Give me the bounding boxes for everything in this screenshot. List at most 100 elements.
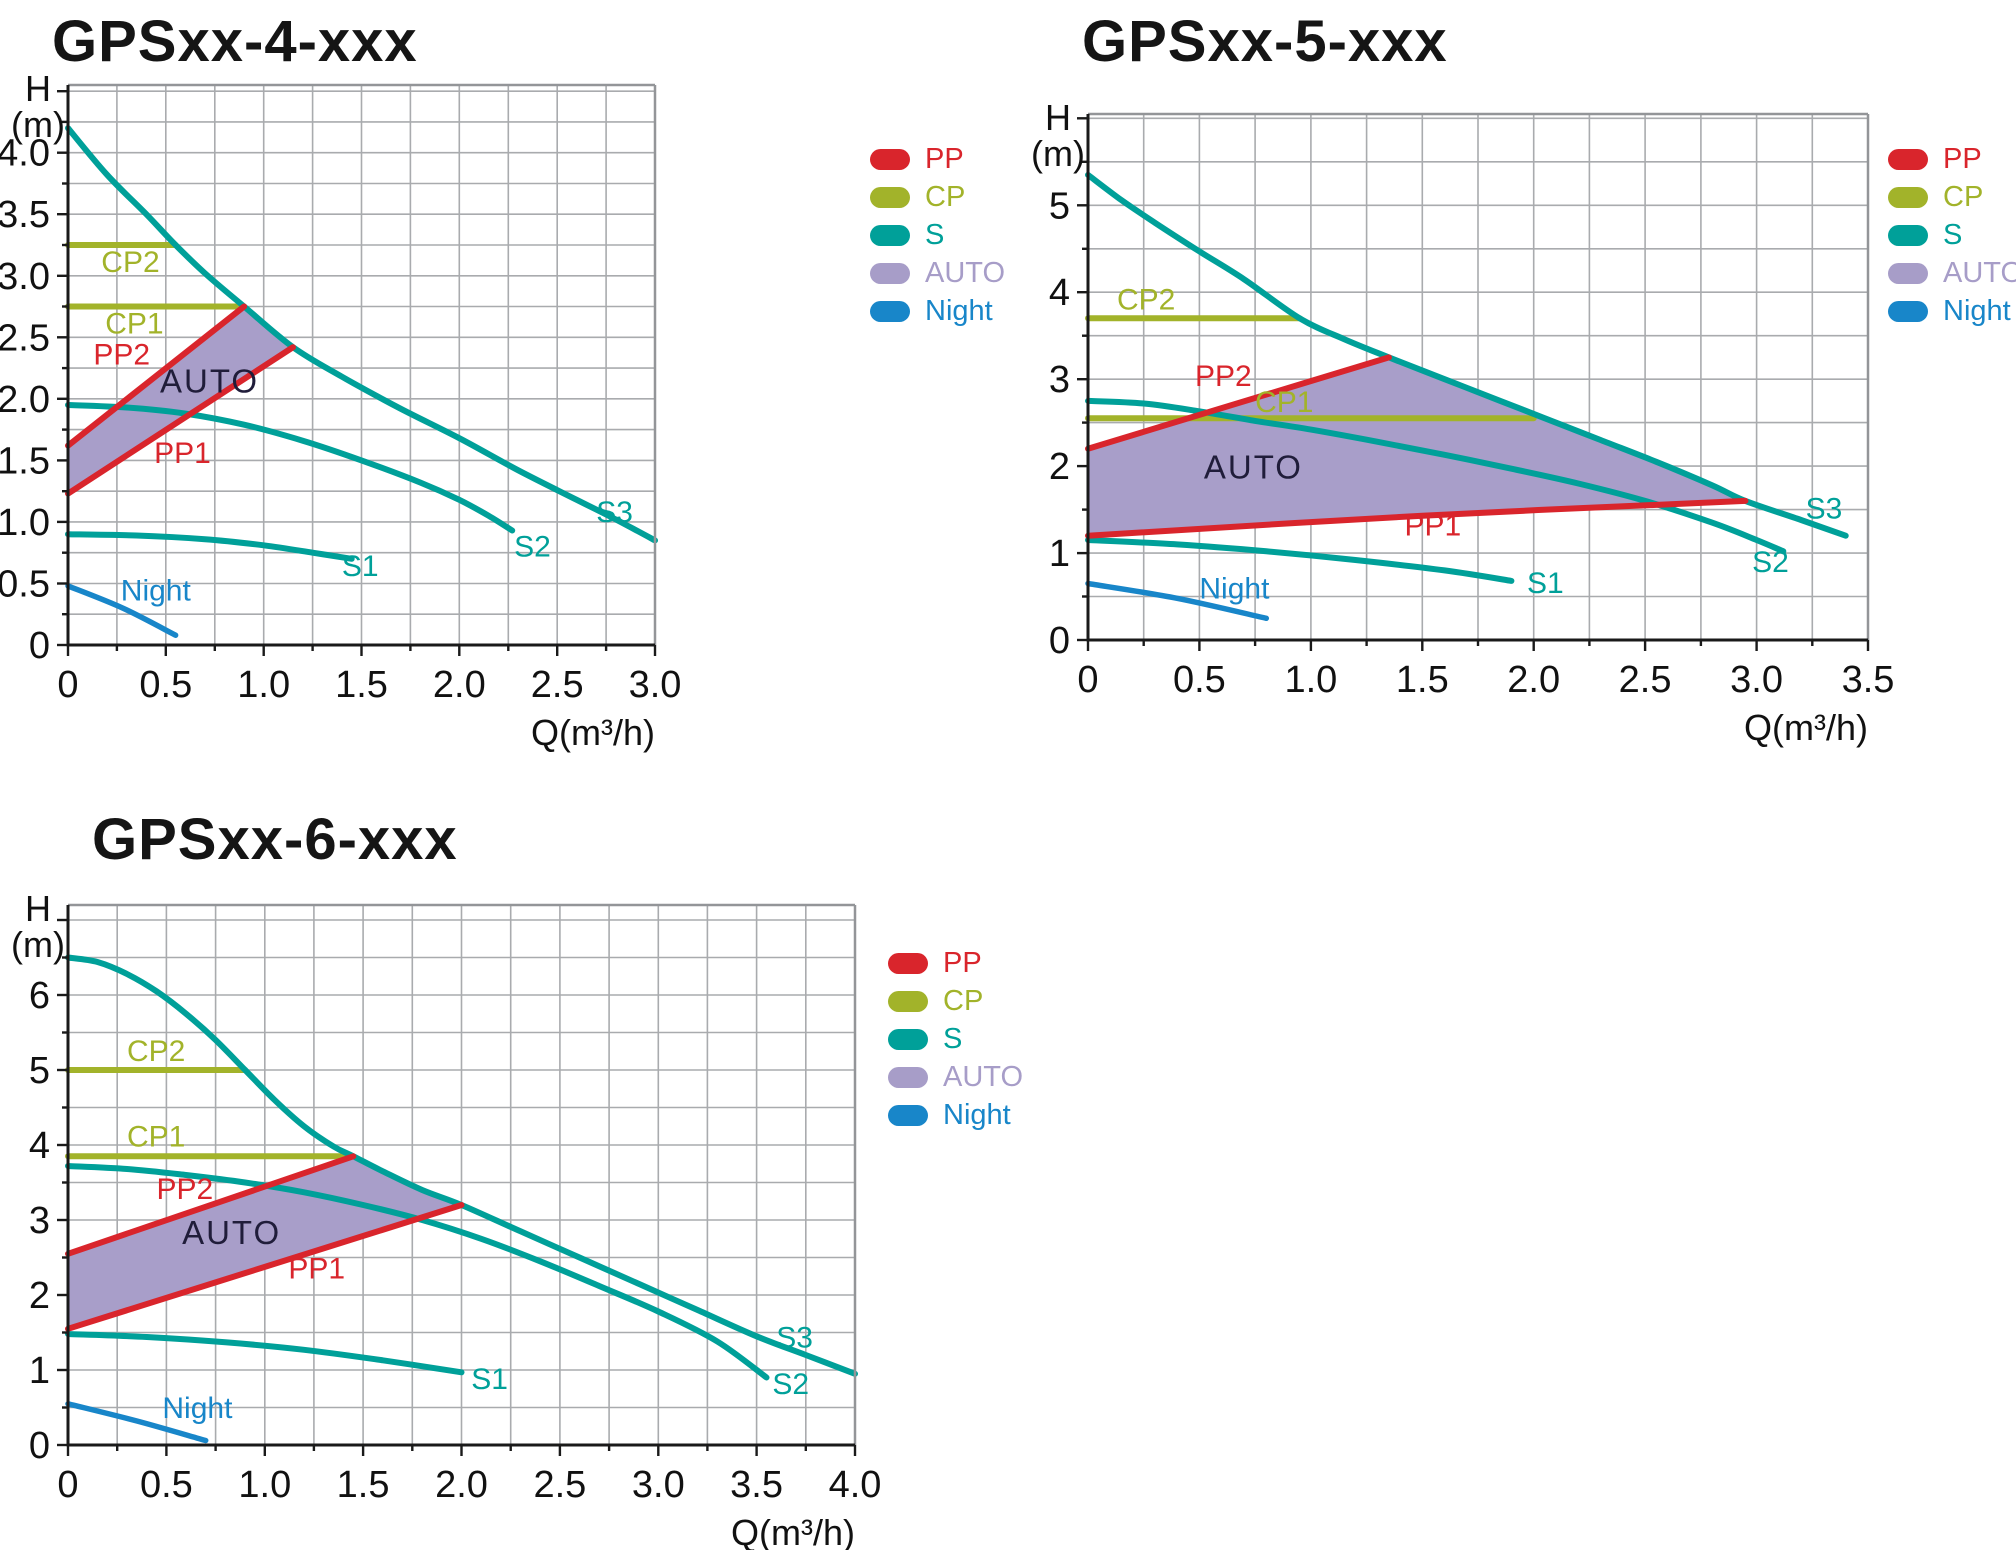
legend-label-auto: AUTO [943,1060,1024,1093]
legend-item-auto: AUTO [870,258,1005,287]
series-night [1085,580,1270,622]
x-tick-label: 3.0 [629,664,682,706]
x-tick-label: 0.5 [140,1464,193,1506]
y-tick-label: 1.0 [0,502,50,544]
x-tick-label: 0.5 [139,664,192,706]
axis-ticks [57,918,857,1456]
legend-label-cp: CP [1943,180,1984,213]
x-tick-label: 1.5 [335,664,388,706]
y-axis-title-line2: (m) [11,104,65,145]
series-s1 [1085,537,1515,584]
y-tick-label: 0 [29,1425,50,1467]
curve-label-cp1: CP1 [105,308,163,341]
legend-item-pp: PP [888,948,1023,977]
y-tick-label: 4 [29,1125,50,1167]
y-tick-label: 1 [1049,533,1070,575]
x-tick-label: 2.0 [435,1464,488,1506]
legend-item-night: Night [870,296,1005,325]
legend-item-cp: CP [888,986,1023,1015]
x-tick-label: 2.5 [533,1464,586,1506]
legend-item-cp: CP [870,182,1005,211]
tick-labels: 0 0.5 1.0 1.5 2.0 2.5 3.0 3.5 0 1 2 3 4 5 [1049,185,1895,701]
x-tick-label: 3.5 [730,1464,783,1506]
legend-label-night: Night [1943,294,2011,327]
curve-label-s2: S2 [772,1368,809,1401]
curve-label-pp2: PP2 [1195,360,1252,393]
legend-gpsxx-6: PP CP S AUTO Night [888,948,1023,1129]
y-tick-label: 6 [29,975,50,1017]
legend-item-s: S [1888,220,2016,249]
series-pp1 [65,344,296,497]
x-tick-label: 3.0 [632,1464,685,1506]
y-tick-label: 3 [1049,359,1070,401]
axis-titles: H(m) Q(m³/h) [1031,97,1868,748]
x-tick-label: 0.5 [1173,659,1226,701]
curve-label-pp1: PP1 [288,1253,345,1286]
chart-plot-gpsxx-4: 0 0.5 1.0 1.5 2.0 2.5 3.0 0 0.5 1.0 1.5 2.0 2.5 3.0 3.… [0,68,681,753]
curve-label-auto: AUTO [160,363,259,400]
x-axis-title: Q(m³/h) [1744,707,1868,748]
legend-label-s: S [925,218,945,251]
legend-item-night: Night [888,1100,1023,1129]
x-tick-label: 1.0 [238,1464,291,1506]
auto-swatch-icon [1888,262,1928,284]
axis-ticks [57,90,657,656]
axis-titles: H(m) Q(m³/h) [11,68,655,753]
cp-swatch-icon [888,990,928,1012]
x-tick-label: 1.5 [1396,659,1449,701]
y-tick-label: 2.0 [0,379,50,421]
curve-label-cp2: CP2 [101,246,159,279]
pp-swatch-icon [1888,148,1928,170]
tick-labels: 0 0.5 1.0 1.5 2.0 2.5 3.0 0 0.5 1.0 1.5 2.0 2.5 3.0 3.… [0,133,681,706]
chart-plot-gpsxx-6: 0 0.5 1.0 1.5 2.0 2.5 3.0 3.5 4.0 0 1 2 3 4 5 6 H(m) Q(m³… [11,888,882,1550]
curve-label-pp1: PP1 [154,437,211,470]
x-tick-label: 0 [57,1464,78,1506]
series-s1 [65,1331,465,1376]
legend-item-auto: AUTO [888,1062,1023,1091]
x-tick-label: 2.0 [433,664,486,706]
legend-item-night: Night [1888,296,2016,325]
y-axis-title-line1: H [25,68,51,109]
y-tick-label: 5 [1049,185,1070,227]
s-swatch-icon [888,1028,928,1050]
series-s3 [1085,171,1849,539]
legend-label-pp: PP [943,946,982,979]
curve-label-cp1: CP1 [127,1121,185,1154]
series-pp2 [65,303,248,449]
legend-label-auto: AUTO [1943,256,2016,289]
auto-swatch-icon [870,262,910,284]
legend-item-pp: PP [1888,144,2016,173]
y-tick-label: 2 [29,1275,50,1317]
y-tick-label: 4.0 [0,133,50,175]
series-pp1 [65,1202,465,1332]
curve-label-cp2: CP2 [127,1035,185,1068]
chart-title-gpsxx-5: GPSxx-5-xxx [1082,9,1448,74]
curve-label-s1: S1 [342,550,379,583]
curve-label-cp1: CP1 [1255,386,1313,419]
auto-swatch-icon [888,1066,928,1088]
pp-swatch-icon [870,148,910,170]
y-axis-title-line2: (m) [1031,133,1085,174]
tick-labels: 0 0.5 1.0 1.5 2.0 2.5 3.0 3.5 4.0 0 1 2 3 4 5 6 [29,975,882,1506]
y-axis-title-line1: H [25,888,51,929]
legend-label-pp: PP [1943,142,1982,175]
x-tick-label: 0 [57,664,78,706]
s-swatch-icon [1888,224,1928,246]
legend-item-auto: AUTO [1888,258,2016,287]
curve-label-night: Night [121,575,192,608]
y-tick-label: 1.5 [0,440,50,482]
series-night [65,583,179,638]
cp-swatch-icon [870,186,910,208]
legend-gpsxx-4: PP CP S AUTO Night [870,144,1005,325]
axis-titles: H(m) Q(m³/h) [11,888,855,1550]
y-tick-label: 2 [1049,446,1070,488]
curve-label-pp2: PP2 [93,338,150,371]
auto-area [68,1156,462,1329]
series-pp2 [1085,354,1392,452]
chart-title-gpsxx-6: GPSxx-6-xxx [92,807,458,872]
y-tick-label: 0.5 [0,564,50,606]
x-axis-title: Q(m³/h) [531,712,655,753]
cp-swatch-icon [1888,186,1928,208]
y-tick-label: 1 [29,1350,50,1392]
curve-label-s2: S2 [514,530,551,563]
